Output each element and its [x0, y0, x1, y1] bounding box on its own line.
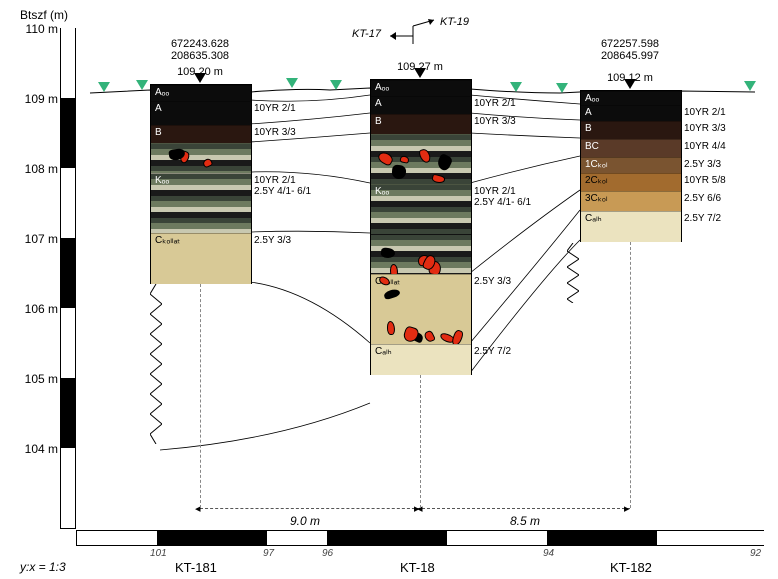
horizon-label: B	[155, 127, 162, 138]
distance-arrow-2	[422, 508, 630, 509]
y-tick: 109 m	[8, 92, 58, 106]
horizon-label: Aₒₒ	[375, 82, 389, 93]
munsell-label: 10YR 3/3	[474, 116, 516, 127]
coord-c3-2: 208645.997	[580, 50, 680, 62]
horizon-label: B	[585, 123, 592, 134]
munsell-label: 10YR 2/1	[254, 103, 296, 114]
x-axis	[76, 530, 764, 546]
kt19-label: KT-19	[440, 16, 469, 28]
horizon-label: B	[375, 116, 382, 127]
horizon-label: 3Cₖₒₗ	[585, 193, 607, 204]
munsell-label: 10YR 3/3	[684, 123, 726, 134]
munsell-label: 10YR 2/1	[474, 98, 516, 109]
zigzag-c3	[567, 243, 579, 303]
y-axis-seg	[60, 168, 76, 238]
coord-c1-2: 208635.308	[150, 50, 250, 62]
horizon-label: Aₒₒ	[155, 87, 169, 98]
horizon	[371, 96, 471, 115]
kt17-label: KT-17	[352, 28, 381, 40]
x-label-c3: KT-182	[610, 560, 652, 575]
survey-marker	[286, 78, 298, 88]
survey-marker	[330, 80, 342, 90]
coord-c3-1: 672257.598	[580, 38, 680, 50]
munsell-label: 10YR 2/1	[684, 107, 726, 118]
x-label-c1: KT-181	[175, 560, 217, 575]
horizon-label: Cₐₗₕ	[375, 346, 392, 357]
horizon-label: 1Cₖₒₗ	[585, 159, 607, 170]
v-dash	[200, 284, 201, 508]
v-dash	[630, 242, 631, 508]
horizon-label: Cₐₗₕ	[585, 213, 602, 224]
coord-c1-1: 672243.628	[150, 38, 250, 50]
x-tick: 101	[150, 548, 167, 559]
horizon-label: Kₒₒ	[375, 186, 389, 197]
ratio-label: y:x = 1:3	[20, 560, 66, 574]
distance-arrow-1	[200, 508, 420, 509]
y-tick: 107 m	[8, 232, 58, 246]
survey-marker	[136, 80, 148, 90]
horizon	[581, 121, 681, 140]
elev-marker	[194, 73, 206, 83]
y-axis-seg	[60, 98, 76, 168]
horizon-label: 2Cₖₒₗ	[585, 175, 607, 186]
horizon-label: A	[585, 107, 592, 118]
munsell-label: 2.5Y 6/6	[684, 193, 721, 204]
x-tick: 92	[750, 548, 761, 559]
munsell-label: 2.5Y 3/3	[474, 276, 511, 287]
survey-marker	[744, 81, 756, 91]
horizon-label: BC	[585, 141, 599, 152]
orientation-arrows	[378, 18, 448, 52]
horizon	[371, 114, 471, 135]
y-tick: 104 m	[8, 442, 58, 456]
y-axis-seg	[60, 448, 76, 529]
column-kt18: AₒₒABKₒₒCₖₒₗₗₐₜCₐₗₕ	[370, 79, 472, 375]
horizon-label: Kₒₒ	[155, 175, 169, 186]
x-label-c2: KT-18	[400, 560, 435, 575]
arrowhead: ▸	[624, 502, 630, 515]
x-tick: 97	[263, 548, 274, 559]
munsell-label: 2.5Y 7/2	[474, 346, 511, 357]
elev-marker	[624, 79, 636, 89]
y-axis-seg	[60, 308, 76, 378]
y-axis-title: Btszf (m)	[20, 8, 68, 22]
survey-marker	[556, 83, 568, 93]
horizon	[151, 143, 251, 174]
munsell-label: 2.5Y 3/3	[684, 159, 721, 170]
horizon-label: Aₒₒ	[585, 93, 599, 104]
horizon-label: Cₖₒₗₗₐₜ	[155, 235, 180, 246]
elev-marker	[414, 68, 426, 78]
horizon	[151, 125, 251, 144]
clast	[386, 321, 394, 335]
y-axis-seg	[60, 28, 76, 98]
distance-1: 9.0 m	[290, 514, 320, 528]
x-tick: 96	[322, 548, 333, 559]
munsell-label: 10YR 2/1 2.5Y 4/1- 6/1	[254, 175, 311, 197]
munsell-label: 10YR 5/8	[684, 175, 726, 186]
y-axis-seg	[60, 378, 76, 448]
x-tick: 94	[543, 548, 554, 559]
survey-marker	[98, 82, 110, 92]
horizon	[151, 101, 251, 126]
column-kt181: Aₒₒ A B Kₒₒ Cₖₒₗₗₐₜ	[150, 84, 252, 284]
horizon-label: A	[375, 98, 382, 109]
horizon	[581, 105, 681, 122]
v-dash	[420, 375, 421, 508]
y-tick: 110 m	[8, 22, 58, 36]
y-tick: 106 m	[8, 302, 58, 316]
munsell-label: 10YR 2/1 2.5Y 4/1- 6/1	[474, 186, 531, 208]
munsell-label: 2.5Y 7/2	[684, 213, 721, 224]
y-tick: 108 m	[8, 162, 58, 176]
survey-marker	[510, 82, 522, 92]
horizon-label: A	[155, 103, 162, 114]
munsell-label: 10YR 3/3	[254, 127, 296, 138]
distance-2: 8.5 m	[510, 514, 540, 528]
column-kt182: Aₒₒ AB BC 1Cₖₒₗ 2Cₖₒₗ 3Cₖₒₗ Cₐₗₕ	[580, 90, 682, 242]
zigzag-c1	[150, 284, 162, 444]
munsell-label: 10YR 4/4	[684, 141, 726, 152]
munsell-label: 2.5Y 3/3	[254, 235, 291, 246]
y-axis-seg	[60, 238, 76, 308]
y-tick: 105 m	[8, 372, 58, 386]
